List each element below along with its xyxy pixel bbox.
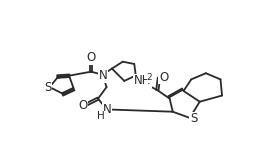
Text: O: O — [87, 51, 96, 64]
Text: S: S — [190, 112, 197, 125]
Text: O: O — [159, 71, 168, 84]
Text: N: N — [99, 69, 108, 82]
Text: N: N — [103, 103, 112, 116]
Text: O: O — [78, 99, 87, 112]
Text: NH: NH — [134, 74, 151, 87]
Text: H: H — [97, 111, 105, 121]
Text: 2: 2 — [147, 73, 153, 82]
Text: S: S — [44, 80, 52, 94]
